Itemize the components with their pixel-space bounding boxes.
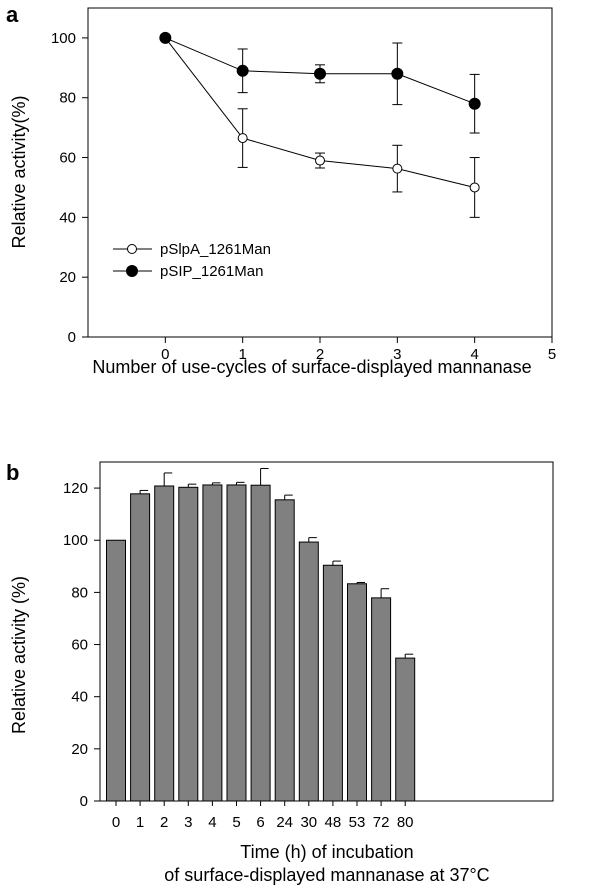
data-point: [159, 31, 172, 44]
x-tick-label: 2: [316, 346, 324, 363]
data-point: [237, 133, 248, 144]
panel-a-x-axis-title: Number of use-cycles of surface-displaye…: [92, 357, 531, 377]
bar: [298, 541, 319, 802]
panel-b-x-axis-title-line1: Time (h) of incubation: [240, 842, 413, 862]
data-point: [391, 67, 404, 80]
x-tick-label: 4: [208, 814, 216, 831]
panel-a-x-axis: 0 1 2 3 4 5: [161, 337, 556, 363]
x-tick-label: 48: [325, 814, 342, 831]
bar: [250, 484, 271, 802]
panel-a-y-axis-title: Relative activity(%): [9, 95, 29, 248]
panel-a-legend: pSlpA_1261Man pSIP_1261Man: [113, 241, 271, 280]
y-tick-label: 60: [59, 150, 76, 167]
panel-b-x-axis-title-line2: of surface-displayed mannanase at 37°C: [164, 865, 489, 885]
x-tick-label: 72: [373, 814, 390, 831]
panel-b-x-axis: 0 1 2 3 4 5 6 24 30 48 53 72 80: [112, 801, 414, 831]
data-point: [468, 97, 481, 110]
bar: [202, 484, 223, 802]
x-tick-label: 5: [232, 814, 240, 831]
y-tick-label: 60: [71, 637, 88, 654]
bar: [395, 657, 416, 802]
y-tick-label: 80: [71, 584, 88, 601]
data-point: [236, 64, 249, 77]
y-tick-label: 0: [68, 329, 76, 346]
data-point: [392, 163, 403, 174]
y-tick-label: 0: [80, 793, 88, 810]
data-point: [315, 155, 325, 166]
data-point: [469, 182, 480, 193]
y-tick-label: 40: [71, 689, 88, 706]
x-tick-label: 80: [397, 814, 414, 831]
data-point: [314, 67, 326, 80]
bar: [322, 564, 343, 802]
bar: [226, 484, 247, 802]
bar: [178, 486, 199, 802]
x-tick-label: 5: [548, 346, 556, 363]
panel-b-letter: b: [6, 460, 19, 485]
y-tick-label: 20: [59, 269, 76, 286]
panel-a-plot-frame: [87, 7, 553, 338]
y-tick-label: 120: [63, 480, 88, 497]
series-psip: [159, 31, 481, 134]
y-tick-label: 100: [51, 30, 76, 47]
x-tick-label: 53: [349, 814, 366, 831]
bar: [347, 583, 367, 802]
panel-a-y-axis: 0 20 40 60 80 100: [51, 30, 88, 346]
y-tick-label: 40: [59, 209, 76, 226]
x-tick-label: 1: [136, 814, 144, 831]
x-tick-label: 3: [393, 346, 401, 363]
x-tick-label: 30: [300, 814, 317, 831]
panel-a-line-chart: a 0 20 40 60 80 100 0 1 2 3 4 5 Relative activity(…: [6, 2, 556, 377]
legend-marker-open-circle: [127, 244, 137, 254]
bar: [106, 539, 126, 802]
y-tick-label: 100: [63, 532, 88, 549]
bar: [130, 493, 151, 802]
legend-label-psip: pSIP_1261Man: [160, 263, 263, 280]
legend-label-pslpa: pSlpA_1261Man: [160, 241, 271, 258]
x-tick-label: 2: [160, 814, 168, 831]
x-tick-label: 3: [184, 814, 192, 831]
x-tick-label: 1: [238, 346, 246, 363]
panel-a-series-group: [159, 31, 481, 218]
panel-a-letter: a: [6, 2, 19, 27]
panel-b-y-axis-title: Relative activity (%): [9, 576, 29, 734]
legend-marker-filled-circle: [126, 265, 138, 277]
x-tick-label: 24: [276, 814, 293, 831]
x-tick-label: 6: [256, 814, 264, 831]
y-tick-label: 20: [71, 741, 88, 758]
panel-b-bars-group: [106, 468, 416, 802]
bar: [274, 499, 295, 802]
x-tick-label: 0: [112, 814, 120, 831]
y-tick-label: 80: [59, 90, 76, 107]
panel-b-y-axis: 0 20 40 60 80 100 120: [63, 480, 100, 810]
bar: [154, 485, 175, 802]
x-tick-label: 0: [161, 346, 169, 363]
bar: [371, 597, 392, 802]
series-pslpa: [160, 32, 480, 218]
x-tick-label: 4: [470, 346, 478, 363]
